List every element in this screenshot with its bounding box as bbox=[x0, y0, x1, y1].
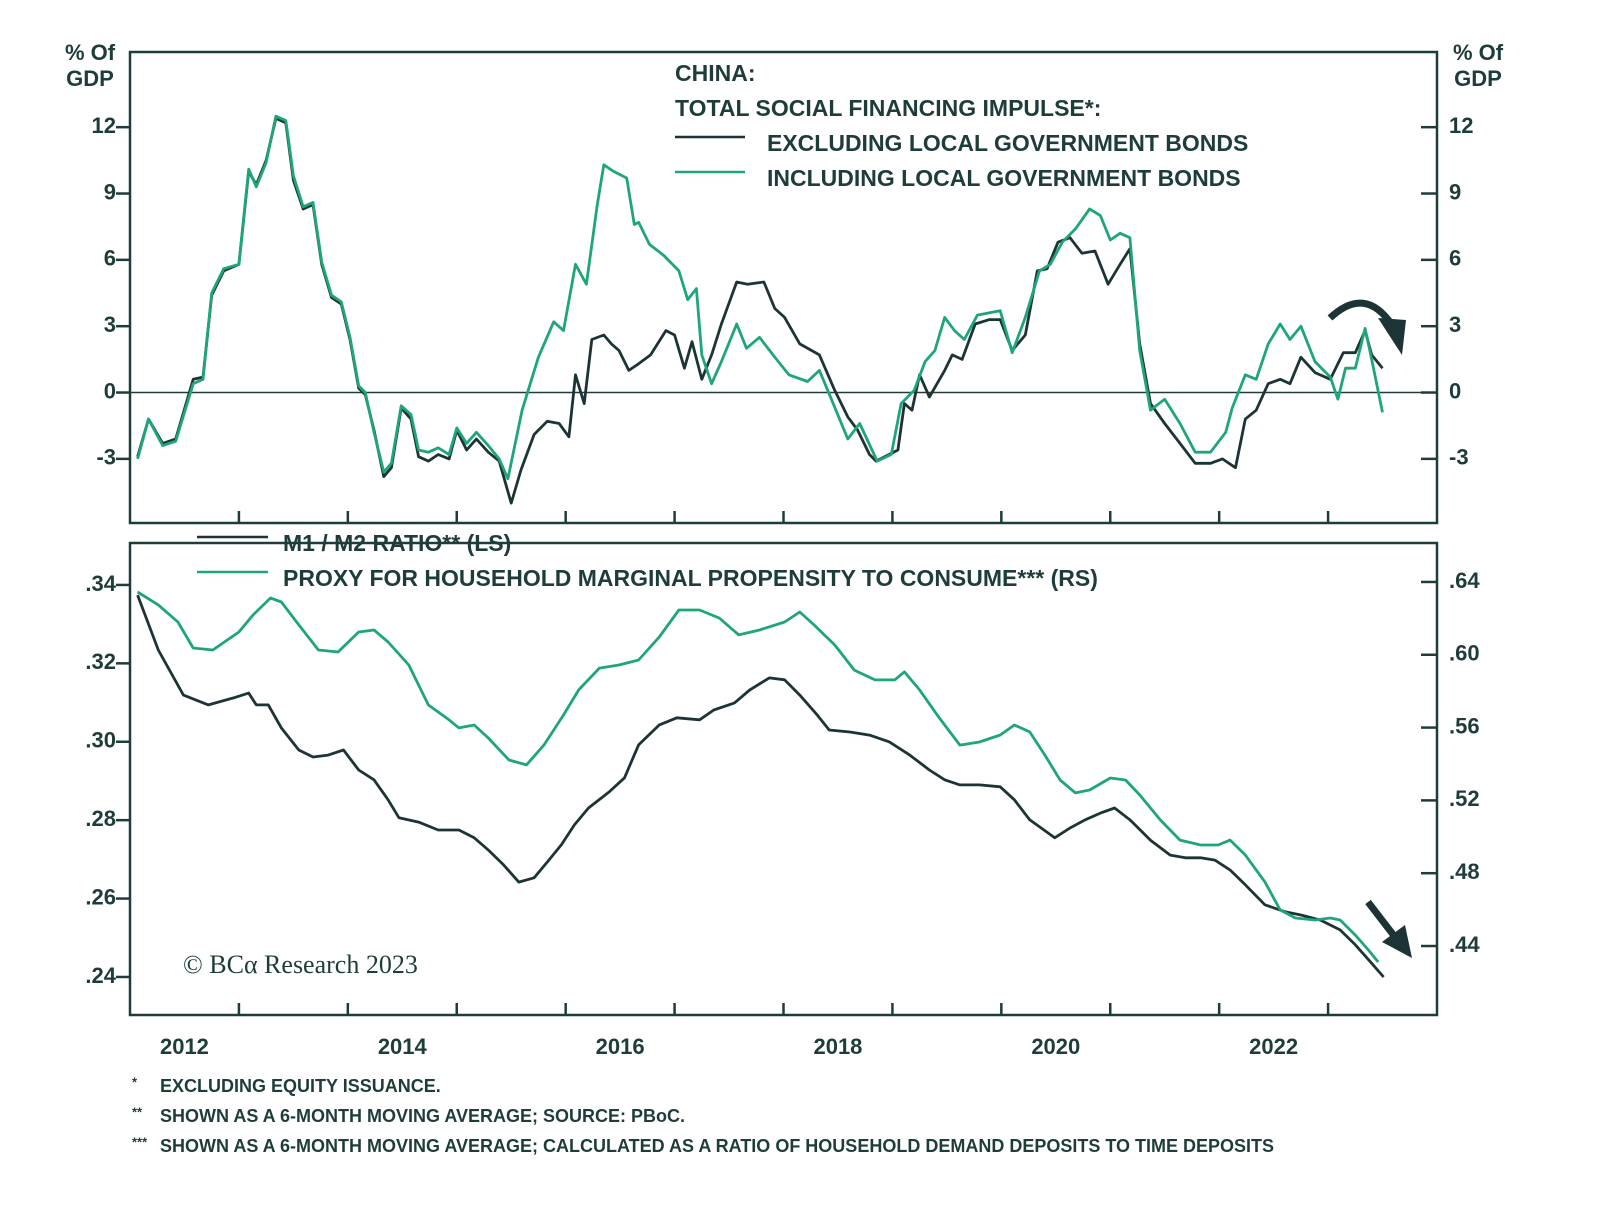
y2-tick-label: .44 bbox=[1449, 932, 1480, 957]
series-line bbox=[136, 594, 1385, 978]
copyright: © BCα Research 2023 bbox=[183, 950, 418, 979]
y-tick-label: .28 bbox=[85, 806, 116, 831]
chart-title: CHINA: bbox=[675, 60, 756, 86]
y-tick-label: 3 bbox=[104, 312, 116, 337]
series-line bbox=[136, 114, 1384, 481]
footnote-mark: * bbox=[132, 1074, 138, 1089]
y-axis-label: GDP bbox=[66, 66, 114, 91]
arrow-top-head bbox=[1378, 318, 1406, 355]
footnote-mark: ** bbox=[132, 1104, 143, 1119]
y-tick-label: 9 bbox=[104, 179, 116, 204]
y2-tick-label: -3 bbox=[1449, 445, 1469, 470]
y-tick-label: 0 bbox=[104, 378, 116, 403]
y-tick-label: .26 bbox=[85, 884, 116, 909]
x-tick-label: 2016 bbox=[596, 1034, 645, 1059]
legend-label: M1 / M2 RATIO** (LS) bbox=[283, 530, 511, 556]
y2-tick-label: 9 bbox=[1449, 179, 1461, 204]
y2-tick-label: 0 bbox=[1449, 378, 1461, 403]
y-tick-label: .24 bbox=[85, 963, 116, 988]
legend-label: INCLUDING LOCAL GOVERNMENT BONDS bbox=[767, 165, 1241, 191]
y2-axis-label: % Of bbox=[1453, 40, 1504, 65]
y2-tick-label: .48 bbox=[1449, 859, 1480, 884]
footnote: SHOWN AS A 6-MONTH MOVING AVERAGE; SOURC… bbox=[160, 1106, 685, 1126]
x-tick-label: 2020 bbox=[1031, 1034, 1080, 1059]
y-tick-label: 6 bbox=[104, 246, 116, 271]
legend-label: EXCLUDING LOCAL GOVERNMENT BONDS bbox=[767, 130, 1248, 156]
x-tick-label: 2018 bbox=[813, 1034, 862, 1059]
y2-tick-label: .52 bbox=[1449, 786, 1480, 811]
arrow-bottom-head bbox=[1382, 925, 1412, 958]
bottom-panel-frame bbox=[128, 541, 1439, 1017]
arrow-bottom bbox=[1365, 899, 1398, 940]
footnote: SHOWN AS A 6-MONTH MOVING AVERAGE; CALCU… bbox=[160, 1136, 1274, 1156]
y2-tick-label: 12 bbox=[1449, 113, 1473, 138]
y2-tick-label: 6 bbox=[1449, 246, 1461, 271]
top-panel-frame bbox=[128, 50, 1439, 525]
y2-tick-label: .56 bbox=[1449, 713, 1480, 738]
x-tick-label: 2012 bbox=[160, 1034, 209, 1059]
arrow-top bbox=[1327, 299, 1395, 328]
x-tick-label: 2014 bbox=[378, 1034, 428, 1059]
x-tick-label: 2022 bbox=[1249, 1034, 1298, 1059]
y2-tick-label: 3 bbox=[1449, 312, 1461, 337]
y2-tick-label: .64 bbox=[1449, 568, 1480, 593]
y-tick-label: .30 bbox=[85, 728, 116, 753]
chart-subtitle: TOTAL SOCIAL FINANCING IMPULSE*: bbox=[675, 95, 1101, 121]
y-tick-label: -3 bbox=[96, 445, 116, 470]
series-line bbox=[136, 590, 1380, 963]
footnote-mark: *** bbox=[132, 1134, 148, 1149]
y-tick-label: 12 bbox=[92, 113, 116, 138]
legend-label: PROXY FOR HOUSEHOLD MARGINAL PROPENSITY … bbox=[283, 565, 1098, 591]
footnote: EXCLUDING EQUITY ISSUANCE. bbox=[160, 1076, 441, 1096]
y-tick-label: .32 bbox=[85, 649, 116, 674]
y-tick-label: .34 bbox=[85, 571, 116, 596]
y-axis-label: % Of bbox=[65, 40, 116, 65]
y2-axis-label: GDP bbox=[1454, 66, 1502, 91]
y2-tick-label: .60 bbox=[1449, 641, 1480, 666]
